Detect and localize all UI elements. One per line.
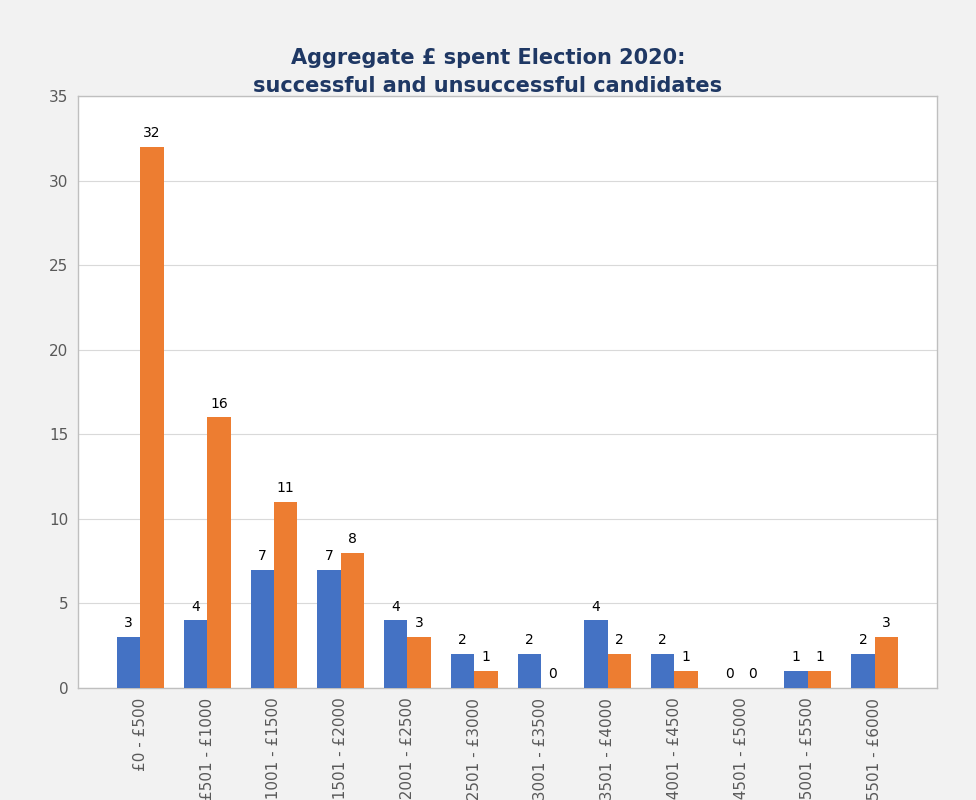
- Bar: [274, 502, 298, 688]
- Text: 4: 4: [191, 599, 200, 614]
- Bar: [451, 654, 474, 688]
- Text: 7: 7: [325, 549, 334, 563]
- Text: 3: 3: [124, 617, 133, 630]
- Text: 4: 4: [591, 599, 600, 614]
- Text: 3: 3: [882, 617, 891, 630]
- Bar: [517, 654, 541, 688]
- Bar: [851, 654, 874, 688]
- Text: 7: 7: [258, 549, 266, 563]
- Text: 0: 0: [549, 667, 557, 682]
- Text: Aggregate £ spent Election 2020:
successful and unsuccessful candidates: Aggregate £ spent Election 2020: success…: [254, 48, 722, 96]
- Text: 2: 2: [458, 634, 467, 647]
- Text: 4: 4: [391, 599, 400, 614]
- Bar: [341, 553, 364, 688]
- Bar: [117, 638, 141, 688]
- Bar: [808, 671, 832, 688]
- Text: 2: 2: [525, 634, 534, 647]
- Text: 1: 1: [815, 650, 824, 664]
- Bar: [585, 620, 608, 688]
- Bar: [407, 638, 430, 688]
- Text: 2: 2: [615, 634, 624, 647]
- Text: 32: 32: [143, 126, 161, 140]
- Bar: [785, 671, 808, 688]
- Text: 11: 11: [277, 481, 295, 495]
- Text: 3: 3: [415, 617, 424, 630]
- Text: 1: 1: [681, 650, 690, 664]
- Bar: [251, 570, 274, 688]
- Bar: [317, 570, 341, 688]
- Bar: [207, 418, 230, 688]
- Bar: [385, 620, 407, 688]
- Bar: [474, 671, 498, 688]
- Bar: [141, 146, 164, 688]
- Bar: [183, 620, 207, 688]
- Bar: [651, 654, 674, 688]
- Text: 2: 2: [859, 634, 868, 647]
- Bar: [608, 654, 630, 688]
- Text: 0: 0: [725, 667, 734, 682]
- Text: 1: 1: [481, 650, 490, 664]
- Bar: [874, 638, 898, 688]
- Bar: [674, 671, 698, 688]
- Text: 1: 1: [792, 650, 800, 664]
- Text: 0: 0: [749, 667, 757, 682]
- Text: 2: 2: [658, 634, 667, 647]
- Text: 8: 8: [347, 532, 357, 546]
- Text: 16: 16: [210, 397, 227, 410]
